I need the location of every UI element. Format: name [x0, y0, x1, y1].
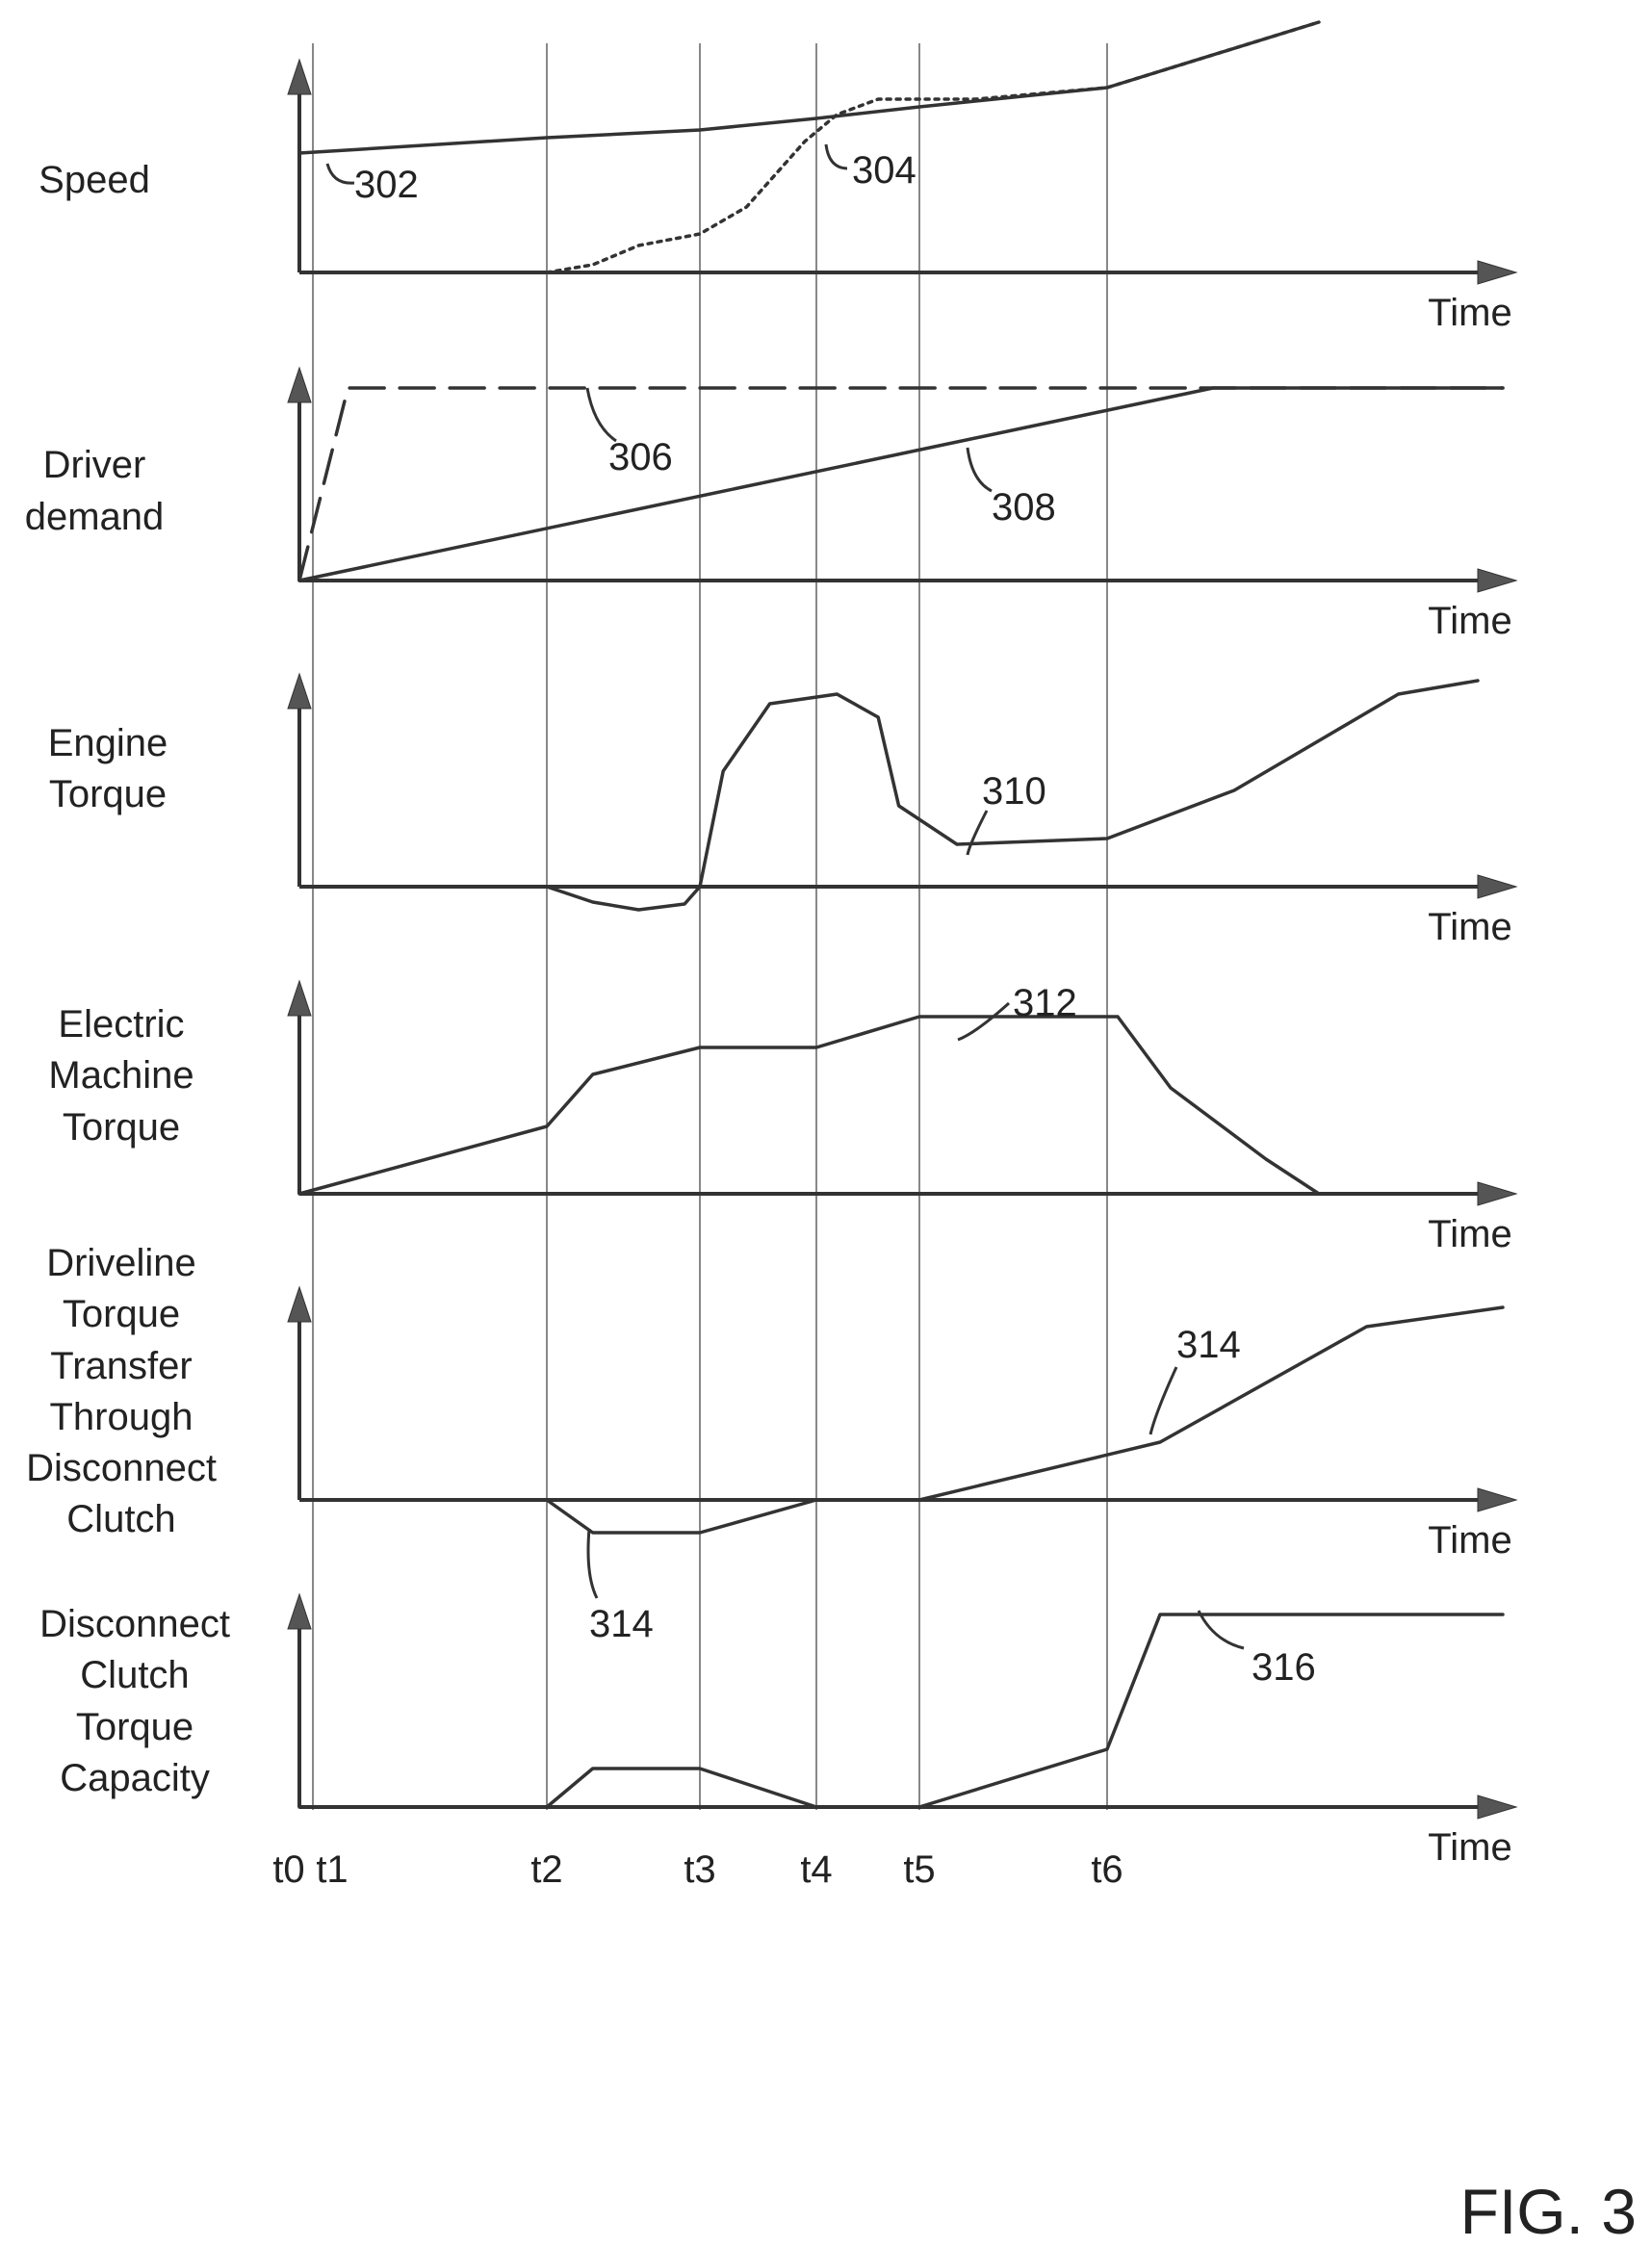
y-axis-label: Torque	[63, 1106, 180, 1149]
y-axis-arrow	[287, 979, 312, 1017]
x-axis-label: Time	[1428, 1519, 1511, 1562]
reference-numeral: 314	[1176, 1324, 1241, 1366]
panel-clutch-torque-capacity: Time Disconnect Clutch Torque Capacity 316	[39, 1592, 1518, 1869]
event-label-t4: t4	[800, 1848, 832, 1891]
reference-numeral: 310	[982, 770, 1046, 813]
y-axis-arrow	[287, 1592, 312, 1630]
reference-numeral: 312	[1013, 982, 1077, 1024]
series-304	[545, 20, 1321, 274]
x-axis-arrow	[1477, 1795, 1518, 1820]
x-axis-arrow	[1477, 260, 1518, 285]
series-312	[297, 1015, 1321, 1196]
event-label-t3: t3	[684, 1848, 715, 1891]
x-axis-arrow	[1477, 1487, 1518, 1512]
figure-label: FIG. 3	[1460, 2176, 1637, 2247]
series-302	[297, 20, 1321, 155]
y-axis-label: Electric	[58, 1003, 184, 1046]
y-axis-label: Torque	[76, 1706, 194, 1748]
leader-line	[1197, 1610, 1245, 1650]
reference-numeral: 302	[354, 164, 419, 206]
y-axis-label: Disconnect	[39, 1603, 230, 1645]
panel-driver-demand: Time Driver demand 306 308	[25, 366, 1518, 642]
panel-driveline-torque-transfer: Time Driveline Torque Transfer Through Discon…	[26, 1242, 1518, 1645]
leader-line	[824, 143, 848, 170]
y-axis-label: Clutch	[80, 1654, 189, 1696]
y-axis-arrow	[287, 366, 312, 403]
series-308	[297, 386, 1505, 582]
event-label-t0: t0	[272, 1848, 304, 1891]
reference-numeral: 314	[589, 1603, 654, 1645]
panel-speed: Time Speed 302 304	[39, 20, 1518, 334]
x-axis-arrow	[1477, 874, 1518, 899]
y-axis-label: Machine	[48, 1054, 194, 1097]
y-axis-label: Capacity	[60, 1757, 210, 1799]
leader-line	[966, 447, 993, 493]
y-axis-label: Transfer	[50, 1345, 192, 1387]
series-316	[297, 1613, 1505, 1809]
event-label-t6: t6	[1091, 1848, 1123, 1891]
y-axis-arrow	[287, 1285, 312, 1323]
leader-line	[585, 387, 617, 443]
y-axis-label: Clutch	[66, 1498, 175, 1540]
y-axis-label: Speed	[39, 159, 150, 201]
x-axis-label: Time	[1428, 1826, 1511, 1869]
reference-numeral: 308	[992, 486, 1056, 529]
y-axis-label: demand	[25, 496, 165, 538]
series-310	[545, 679, 1480, 912]
y-axis-label: Torque	[49, 773, 167, 815]
event-tick-labels: t0 t1 t2 t3 t4 t5 t6	[272, 1848, 1123, 1891]
event-markers	[312, 43, 1108, 1810]
leader-line	[586, 1528, 599, 1599]
y-axis-arrow	[287, 58, 312, 95]
leader-line	[957, 1001, 1011, 1042]
event-label-t5: t5	[903, 1848, 935, 1891]
series-306	[297, 386, 1505, 582]
panel-electric-machine-torque: Time Electric Machine Torque 312	[48, 979, 1518, 1255]
leader-line	[966, 810, 989, 856]
y-axis-label: Driveline	[46, 1242, 196, 1284]
y-axis-label: Disconnect	[26, 1447, 217, 1489]
reference-numeral: 316	[1252, 1646, 1316, 1689]
x-axis-label: Time	[1428, 1213, 1511, 1255]
y-axis-arrow	[287, 672, 312, 710]
y-axis-label: Driver	[43, 444, 146, 486]
panel-engine-torque: Time Engine Torque 310	[48, 672, 1518, 948]
leader-line	[325, 163, 355, 185]
reference-numeral: 304	[852, 149, 916, 192]
x-axis-label: Time	[1428, 906, 1511, 948]
y-axis-label: Engine	[48, 722, 168, 764]
x-axis-arrow	[1477, 568, 1518, 593]
y-axis-label: Through	[50, 1396, 194, 1438]
x-axis-label: Time	[1428, 292, 1511, 334]
series-314	[545, 1305, 1505, 1535]
y-axis-label: Torque	[63, 1293, 180, 1335]
x-axis-label: Time	[1428, 600, 1511, 642]
leader-line	[1149, 1366, 1178, 1435]
event-label-t2: t2	[530, 1848, 562, 1891]
x-axis-arrow	[1477, 1181, 1518, 1206]
event-label-t1: t1	[316, 1848, 348, 1891]
reference-numeral: 306	[608, 436, 673, 478]
